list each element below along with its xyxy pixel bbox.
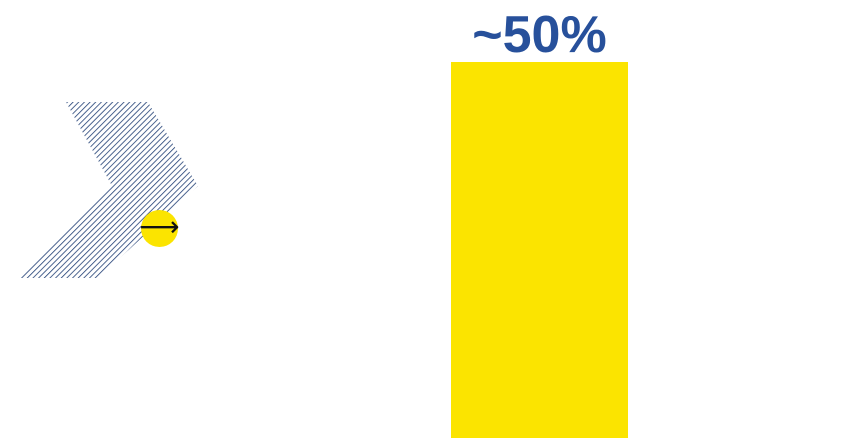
arrow-right-icon: ⟶ [139,210,180,243]
next-arrow-button[interactable]: ⟶ [139,210,180,247]
hatched-chevron-icon [20,102,198,278]
bar [451,62,628,438]
bar-value-label: ~50% [472,6,606,64]
